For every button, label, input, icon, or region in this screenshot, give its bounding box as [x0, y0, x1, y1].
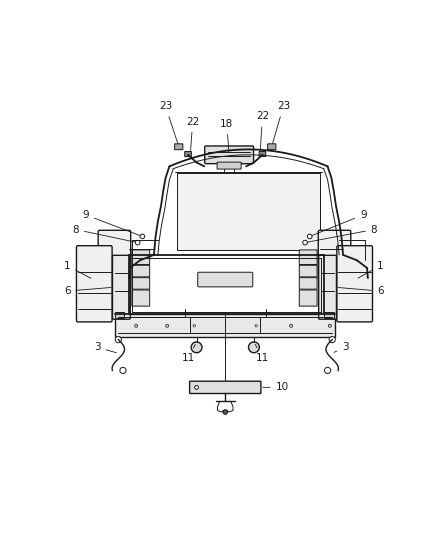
FancyBboxPatch shape	[185, 151, 191, 157]
Circle shape	[223, 322, 227, 326]
Text: 23: 23	[272, 101, 290, 144]
FancyBboxPatch shape	[318, 230, 351, 280]
Text: 8: 8	[308, 224, 378, 242]
Circle shape	[247, 322, 251, 326]
Text: 6: 6	[64, 286, 111, 296]
Circle shape	[135, 240, 140, 245]
Circle shape	[262, 317, 268, 322]
FancyBboxPatch shape	[299, 265, 317, 277]
FancyBboxPatch shape	[98, 230, 131, 280]
Circle shape	[204, 324, 208, 327]
Text: 23: 23	[159, 101, 178, 144]
Circle shape	[140, 234, 145, 239]
Text: 18: 18	[220, 119, 233, 152]
FancyBboxPatch shape	[205, 146, 254, 164]
Circle shape	[115, 336, 121, 343]
Circle shape	[134, 324, 138, 327]
Circle shape	[137, 322, 141, 326]
Circle shape	[310, 322, 314, 326]
FancyBboxPatch shape	[77, 246, 112, 322]
FancyBboxPatch shape	[217, 162, 241, 169]
Circle shape	[120, 367, 126, 374]
Circle shape	[182, 317, 188, 322]
FancyBboxPatch shape	[299, 278, 317, 289]
Circle shape	[193, 325, 195, 327]
Text: 8: 8	[72, 224, 135, 242]
FancyBboxPatch shape	[132, 290, 150, 306]
Bar	[177, 173, 320, 251]
FancyBboxPatch shape	[132, 278, 150, 289]
Text: 3: 3	[94, 342, 117, 353]
Text: 9: 9	[82, 210, 140, 236]
Text: 22: 22	[256, 111, 269, 150]
Circle shape	[274, 322, 278, 326]
Circle shape	[223, 410, 228, 414]
Circle shape	[303, 240, 307, 245]
Circle shape	[200, 322, 204, 326]
FancyBboxPatch shape	[318, 255, 336, 319]
FancyBboxPatch shape	[259, 151, 266, 157]
Circle shape	[325, 367, 331, 374]
FancyBboxPatch shape	[132, 265, 150, 277]
Bar	[325, 312, 334, 318]
Circle shape	[191, 342, 202, 353]
Bar	[115, 312, 124, 318]
Text: 10: 10	[263, 382, 289, 392]
FancyBboxPatch shape	[190, 381, 261, 393]
Circle shape	[307, 234, 312, 239]
Circle shape	[194, 385, 198, 389]
Text: 22: 22	[186, 117, 199, 150]
Circle shape	[290, 324, 293, 327]
FancyBboxPatch shape	[132, 250, 150, 264]
FancyBboxPatch shape	[198, 272, 253, 287]
Text: 6: 6	[338, 286, 384, 296]
Circle shape	[329, 336, 336, 343]
Circle shape	[248, 342, 259, 353]
Bar	[191, 317, 260, 334]
Circle shape	[248, 324, 251, 327]
FancyBboxPatch shape	[299, 290, 317, 306]
Text: 11: 11	[181, 344, 195, 363]
Text: 11: 11	[255, 344, 269, 363]
Circle shape	[328, 324, 332, 327]
Polygon shape	[115, 314, 336, 337]
Text: 3: 3	[334, 342, 349, 352]
FancyBboxPatch shape	[268, 144, 276, 150]
FancyBboxPatch shape	[337, 246, 372, 322]
Text: 1: 1	[64, 261, 91, 278]
Circle shape	[295, 322, 298, 326]
Circle shape	[152, 322, 156, 326]
Circle shape	[166, 324, 169, 327]
Circle shape	[173, 322, 177, 326]
Text: 9: 9	[312, 210, 367, 236]
FancyBboxPatch shape	[175, 144, 183, 150]
FancyBboxPatch shape	[299, 250, 317, 264]
FancyBboxPatch shape	[113, 255, 131, 319]
Circle shape	[255, 325, 258, 327]
Text: 1: 1	[358, 261, 384, 278]
